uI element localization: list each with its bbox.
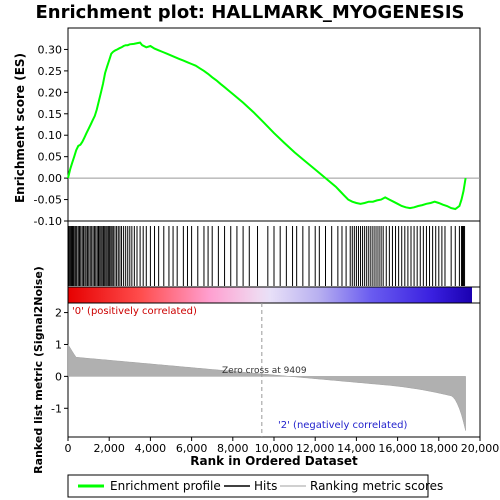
metric-tick-label: 0 [55,370,62,383]
es-y-axis-label: Enrichment score (ES) [13,53,27,203]
x-tick-label: 16,000 [378,442,417,455]
x-axis-label: Rank in Ordered Dataset [190,454,358,468]
metric-tick-label: -1 [51,402,62,415]
x-tick-label: 12,000 [296,442,335,455]
metric-tick-label: 2 [55,307,62,320]
chart-title: Enrichment plot: HALLMARK_MYOGENESIS [35,2,464,23]
es-tick-label: 0.20 [38,86,63,99]
es-tick-label: 0.10 [38,129,63,142]
legend-label: Ranking metric scores [310,479,443,493]
es-panel-frame [67,27,481,222]
es-tick-label: 0.25 [38,65,63,78]
x-tick-label: 4,000 [135,442,167,455]
x-tick-label: 18,000 [420,442,459,455]
zero-cross-label: Zero cross at 9409 [222,366,307,376]
x-tick-label: 0 [65,442,72,455]
es-tick-label: 0.15 [38,108,63,121]
es-tick-label: -0.05 [34,194,62,207]
x-tick-label: 8,000 [217,442,249,455]
x-tick-label: 10,000 [255,442,294,455]
es-tick-label: 0.30 [38,43,63,56]
ranking-metric-area [67,343,466,431]
negative-correlation-label: '2' (negatively correlated) [278,420,407,431]
metric-tick-label: 1 [55,338,62,351]
enrichment-profile-line [67,41,467,211]
positive-correlation-label: '0' (positively correlated) [72,306,197,317]
x-tick-label: 14,000 [337,442,376,455]
es-tick-label: -0.10 [34,215,62,228]
x-tick-label: 2,000 [93,442,125,455]
es-tick-label: 0.05 [38,151,63,164]
legend-label: Hits [254,479,277,493]
x-tick-label: 20,000 [461,442,500,455]
es-tick-label: 0.00 [38,172,63,185]
legend-label: Enrichment profile [110,479,221,493]
metric-y-axis-label: Ranked list metric (Signal2Noise) [32,266,45,474]
ranking-heat-bar [68,287,472,303]
x-tick-label: 6,000 [176,442,208,455]
